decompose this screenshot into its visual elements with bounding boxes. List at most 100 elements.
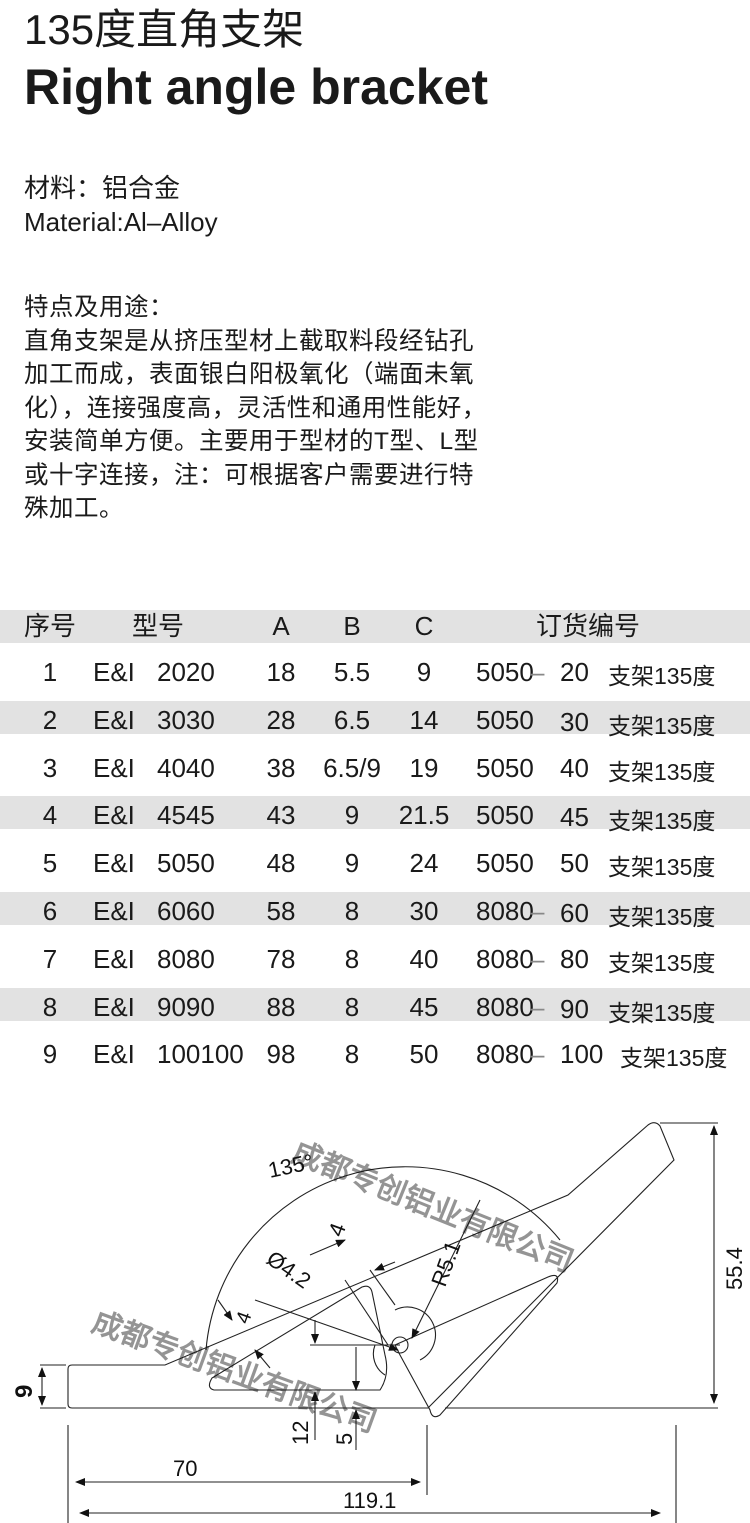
row-order-code: 5050 bbox=[476, 752, 534, 783]
row-band bbox=[0, 796, 750, 830]
material-english: Material:Al–Alloy bbox=[24, 207, 218, 237]
row-c: 19 bbox=[409, 752, 439, 783]
row-order-size: 40 bbox=[560, 752, 589, 783]
features-line: 化），连接强度高，灵活性和通用性能好， bbox=[24, 395, 487, 422]
row-a: 78 bbox=[266, 943, 296, 974]
row-order-size: 90 bbox=[560, 993, 589, 1024]
row-a: 88 bbox=[266, 991, 296, 1022]
row-model: 4040 bbox=[157, 752, 215, 783]
row-model: 8080 bbox=[157, 943, 215, 974]
row-band bbox=[0, 700, 750, 734]
row-series: E&I bbox=[93, 704, 135, 735]
material-chinese: 材料：铝合金 bbox=[24, 173, 181, 203]
row-order-code: 8080 bbox=[476, 1039, 534, 1070]
row-c: 14 bbox=[409, 704, 439, 735]
row-number: 8 bbox=[42, 991, 58, 1022]
row-b: 8 bbox=[344, 1039, 360, 1070]
row-order-size: 80 bbox=[560, 943, 589, 974]
features-line: 加工而成，表面银白阳极氧化（端面未氧 bbox=[24, 361, 474, 388]
watermark: 成都专创铝业有限公司 bbox=[88, 1306, 381, 1440]
row-order-code: 8080 bbox=[476, 896, 534, 926]
row-model: 6060 bbox=[157, 896, 215, 926]
row-order-desc: 支架135度 bbox=[608, 758, 716, 785]
row-c: 30 bbox=[409, 896, 439, 926]
features-line: 或十字连接，注：可根据客户需要进行特 bbox=[24, 462, 474, 489]
row-order-sep: – bbox=[530, 1039, 545, 1070]
row-order-size: 50 bbox=[560, 848, 589, 879]
row-number: 3 bbox=[42, 752, 58, 783]
row-order-desc: 支架135度 bbox=[608, 854, 716, 881]
row-a: 43 bbox=[266, 800, 296, 831]
length-total-label: 119.1 bbox=[343, 1488, 396, 1513]
row-order-desc: 支架135度 bbox=[608, 999, 716, 1026]
row-b: 6.5/9 bbox=[323, 752, 381, 783]
radius-label: R5.1 bbox=[426, 1237, 465, 1289]
row-series: E&I bbox=[93, 1039, 135, 1070]
row-order-sep: – bbox=[530, 943, 545, 974]
row-c: 50 bbox=[409, 1039, 439, 1070]
header-c: C bbox=[414, 611, 434, 641]
row-order-code: 5050 bbox=[476, 848, 534, 879]
row-order-code: 5050 bbox=[476, 657, 534, 687]
row-number: 5 bbox=[42, 848, 58, 879]
row-order-size: 20 bbox=[560, 657, 589, 687]
header-order-code: 订货编号 bbox=[535, 611, 641, 641]
row-order-size: 45 bbox=[560, 802, 589, 833]
row-number: 2 bbox=[42, 704, 58, 735]
row-order-desc: 支架135度 bbox=[608, 808, 716, 835]
row-a: 38 bbox=[266, 752, 296, 783]
row-model: 9090 bbox=[157, 991, 215, 1022]
row-model: 4545 bbox=[157, 800, 215, 831]
header-no: 序号 bbox=[23, 611, 77, 641]
features-line: 安装简单方便。主要用于型材的T型、L型 bbox=[24, 428, 479, 455]
row-order-size: 100 bbox=[560, 1039, 604, 1070]
row-model: 2020 bbox=[157, 657, 215, 687]
row-a: 48 bbox=[266, 848, 296, 879]
bracket-drawing: 135° R5.1 Ø4.2 4 4 9 55.4 12 5 70 119.1 … bbox=[11, 1122, 747, 1523]
row-a: 58 bbox=[266, 896, 296, 926]
row-b: 9 bbox=[344, 800, 360, 831]
row-series: E&I bbox=[93, 848, 135, 879]
row-order-code: 5050 bbox=[476, 704, 534, 735]
row-number: 7 bbox=[42, 943, 58, 974]
row-b: 5.5 bbox=[333, 657, 371, 687]
row-c: 21.5 bbox=[398, 800, 450, 831]
row-series: E&I bbox=[93, 943, 135, 974]
row-order-size: 60 bbox=[560, 898, 589, 928]
row-order-sep: – bbox=[530, 991, 545, 1022]
row-order-desc: 支架135度 bbox=[620, 1045, 728, 1072]
row-a: 18 bbox=[266, 657, 296, 687]
row-series: E&I bbox=[93, 752, 135, 783]
header-b: B bbox=[343, 611, 361, 641]
offset-5-label: 5 bbox=[332, 1433, 357, 1445]
features-line: 殊加工。 bbox=[24, 495, 124, 522]
row-c: 45 bbox=[409, 991, 439, 1022]
row-order-size: 30 bbox=[560, 706, 589, 737]
slot-width-label: 4 bbox=[323, 1220, 351, 1240]
row-a: 98 bbox=[266, 1039, 296, 1070]
row-number: 6 bbox=[42, 896, 58, 926]
row-model: 100100 bbox=[157, 1039, 244, 1070]
hole-label: Ø4.2 bbox=[262, 1246, 315, 1294]
row-b: 8 bbox=[344, 896, 360, 926]
row-order-code: 8080 bbox=[476, 943, 534, 974]
watermark: 成都专创铝业有限公司 bbox=[287, 1136, 578, 1279]
header-a: A bbox=[272, 611, 290, 641]
row-series: E&I bbox=[93, 800, 135, 831]
angle-arc bbox=[205, 1166, 561, 1351]
row-order-sep: – bbox=[530, 896, 545, 926]
row-model: 3030 bbox=[157, 704, 215, 735]
row-a: 28 bbox=[266, 704, 296, 735]
row-c: 40 bbox=[409, 943, 439, 974]
row-order-code: 5050 bbox=[476, 800, 534, 831]
features-line: 直角支架是从挤压型材上截取料段经钻孔 bbox=[24, 328, 474, 355]
row-number: 9 bbox=[42, 1039, 58, 1070]
table-header-band bbox=[0, 610, 750, 643]
row-band bbox=[0, 892, 750, 925]
header-model: 型号 bbox=[131, 611, 185, 641]
row-band bbox=[0, 987, 750, 1021]
row-c: 24 bbox=[409, 848, 439, 879]
row-order-desc: 支架135度 bbox=[608, 904, 716, 930]
row-order-code: 8080 bbox=[476, 991, 534, 1022]
wall-label: 4 bbox=[232, 1309, 256, 1327]
